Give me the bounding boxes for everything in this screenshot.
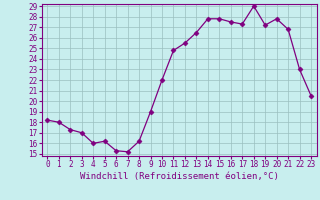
X-axis label: Windchill (Refroidissement éolien,°C): Windchill (Refroidissement éolien,°C) bbox=[80, 172, 279, 181]
